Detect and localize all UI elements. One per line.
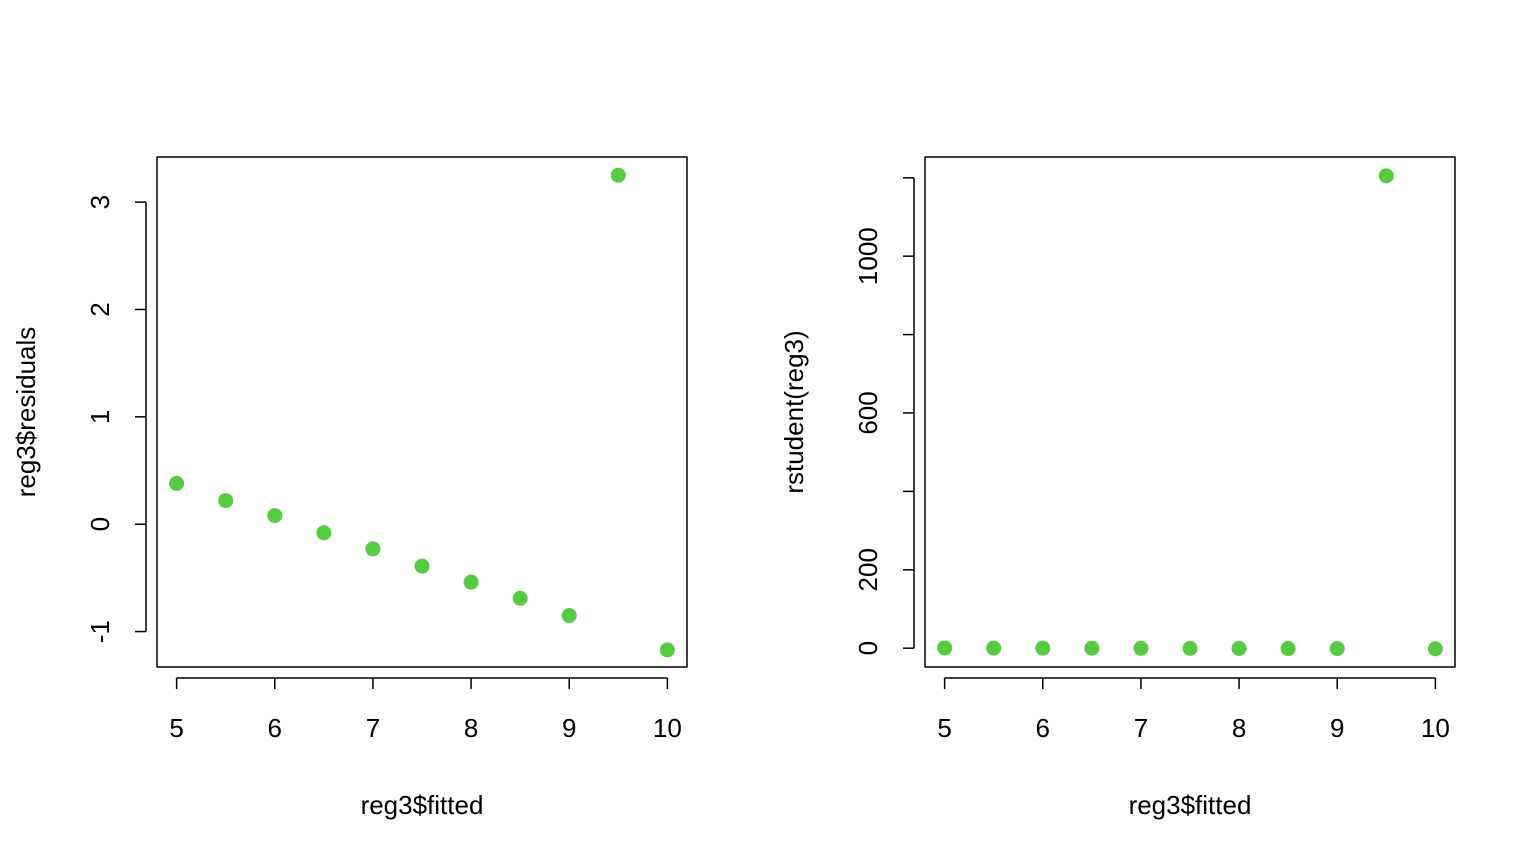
y-tick-label: 1	[85, 410, 115, 424]
data-point	[1329, 641, 1345, 657]
data-point	[1231, 640, 1247, 656]
y-tick-label: -1	[85, 620, 115, 643]
data-point	[365, 541, 381, 557]
x-tick-label: 10	[1421, 713, 1450, 743]
x-tick-label: 7	[1134, 713, 1148, 743]
residuals-plot: reg3$fitted reg3$residuals 5 6 7 8 9 10 -1 0 1 2 3	[11, 156, 688, 820]
x-tick-label: 7	[366, 713, 380, 743]
data-point	[1280, 641, 1296, 657]
rstudent-plot: reg3$fitted rstudent(reg3) 5 6 7 8 9 10 0 200 60…	[779, 156, 1456, 820]
x-axis-label: reg3$fitted	[1129, 790, 1252, 820]
data-point	[463, 574, 479, 590]
y-tick-label: 1000	[853, 227, 883, 285]
plot-frame	[924, 156, 1456, 668]
x-tick-label: 8	[464, 713, 478, 743]
x-axis-label: reg3$fitted	[361, 790, 484, 820]
x-tick-label: 8	[1232, 713, 1246, 743]
data-point	[267, 508, 283, 524]
y-axis-label: reg3$residuals	[11, 327, 41, 498]
x-tick-label: 9	[1330, 713, 1344, 743]
x-tick-label: 5	[169, 713, 183, 743]
y-tick-label: 200	[853, 548, 883, 591]
data-point	[218, 493, 234, 509]
x-tick-label: 9	[562, 713, 576, 743]
data-point	[1084, 640, 1100, 656]
data-point	[659, 642, 675, 658]
data-point	[512, 590, 528, 606]
y-tick-label: 3	[85, 195, 115, 209]
data-point	[610, 167, 626, 183]
data-point	[1182, 640, 1198, 656]
data-point	[1133, 640, 1149, 656]
data-point	[1035, 640, 1051, 656]
plot-frame	[156, 156, 688, 668]
data-point	[561, 607, 577, 623]
data-point	[1427, 641, 1443, 657]
x-tick-label: 6	[1036, 713, 1050, 743]
data-point	[316, 525, 332, 541]
x-tick-label: 10	[653, 713, 682, 743]
data-point	[1378, 168, 1394, 184]
y-tick-label: 600	[853, 391, 883, 434]
x-tick-label: 6	[268, 713, 282, 743]
data-point	[986, 640, 1002, 656]
y-axis-label: rstudent(reg3)	[779, 330, 809, 493]
data-point	[414, 558, 430, 574]
x-tick-label: 5	[937, 713, 951, 743]
data-point	[937, 640, 953, 656]
y-tick-label: 0	[85, 517, 115, 531]
data-point	[169, 475, 185, 491]
y-tick-label: 0	[853, 641, 883, 655]
y-tick-label: 2	[85, 302, 115, 316]
